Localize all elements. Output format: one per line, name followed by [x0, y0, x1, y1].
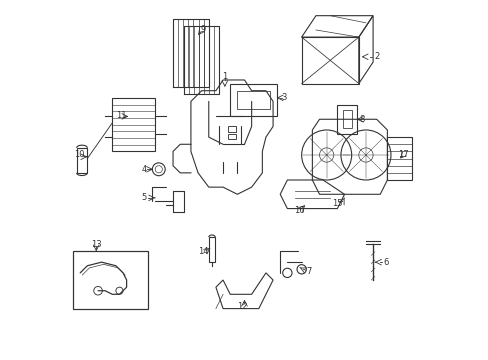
- Text: 3: 3: [281, 93, 286, 102]
- Bar: [237, 91, 269, 109]
- Bar: [342, 111, 351, 128]
- Text: 4: 4: [141, 165, 146, 174]
- Bar: [228, 134, 236, 139]
- Text: 8: 8: [359, 115, 365, 124]
- Text: 9: 9: [201, 26, 205, 35]
- Bar: [386, 137, 411, 180]
- Bar: [230, 84, 276, 116]
- Text: 16: 16: [294, 206, 305, 215]
- Text: 10: 10: [74, 150, 84, 159]
- Bar: [112, 98, 155, 152]
- Bar: [208, 237, 215, 262]
- Text: 13: 13: [91, 240, 102, 249]
- Text: 12: 12: [237, 302, 247, 311]
- Text: 6: 6: [382, 258, 387, 267]
- Text: 5: 5: [141, 193, 146, 202]
- Bar: [337, 105, 356, 134]
- Bar: [73, 251, 148, 309]
- Text: 14: 14: [198, 247, 208, 256]
- Bar: [77, 148, 87, 173]
- Text: 15: 15: [331, 199, 342, 208]
- Text: 2: 2: [373, 52, 379, 61]
- Text: 17: 17: [397, 150, 408, 159]
- Text: 11: 11: [116, 111, 126, 120]
- Bar: [228, 126, 236, 132]
- Text: 1: 1: [222, 72, 227, 81]
- Text: 7: 7: [305, 267, 311, 276]
